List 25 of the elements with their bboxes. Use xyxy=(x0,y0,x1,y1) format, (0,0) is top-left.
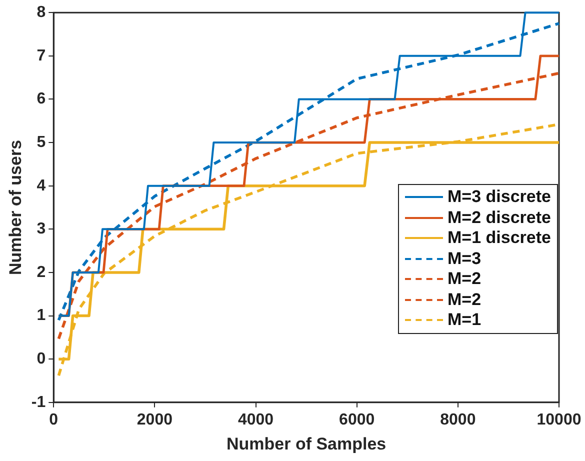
legend-label: M=1 xyxy=(448,310,482,330)
legend-label: M=1 discrete xyxy=(448,228,551,248)
y-tick-label: -1 xyxy=(31,394,46,411)
legend-label: M=3 xyxy=(448,248,482,269)
y-tick-label: 7 xyxy=(36,47,46,64)
y-tick-label: 5 xyxy=(36,134,46,151)
legend-label: M=2 discrete xyxy=(448,208,551,228)
x-tick-label: 0 xyxy=(49,411,58,428)
x-axis-title: Number of Samples xyxy=(226,434,386,454)
y-tick-label: 1 xyxy=(36,307,46,324)
x-tick-label: 2000 xyxy=(136,411,173,428)
y-axis-title: Number of users xyxy=(6,140,25,276)
y-tick-label: 6 xyxy=(36,90,46,108)
legend-label: M=2 xyxy=(448,269,482,290)
y-tick-label: 2 xyxy=(36,264,46,281)
x-tick-label: 6000 xyxy=(339,411,375,428)
y-tick-label: 0 xyxy=(36,350,46,368)
x-tick-label: 10000 xyxy=(536,411,582,428)
y-tick-label: 3 xyxy=(36,220,46,238)
x-tick-label: 8000 xyxy=(440,411,476,428)
x-tick-label: 4000 xyxy=(238,411,274,428)
legend-label: M=3 discrete xyxy=(448,187,551,208)
y-tick-label: 4 xyxy=(36,177,46,194)
y-tick-label: 8 xyxy=(36,4,46,22)
legend-label: M=2 xyxy=(448,290,482,310)
